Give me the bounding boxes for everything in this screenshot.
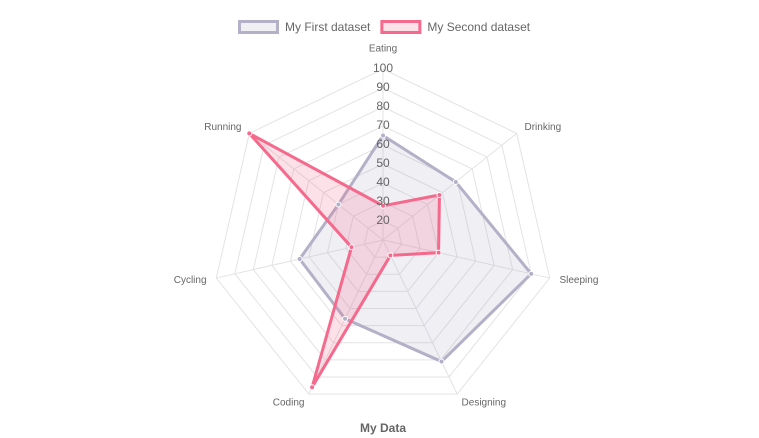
data-point <box>348 244 355 251</box>
data-point <box>436 191 443 198</box>
grid-ring <box>345 201 421 275</box>
legend-label: My Second dataset <box>427 20 530 34</box>
grid-ring <box>326 182 440 292</box>
tick-label: 90 <box>376 80 390 94</box>
data-point <box>296 256 303 263</box>
chart-title: My Data <box>360 421 406 435</box>
tick-label: 80 <box>376 99 390 113</box>
data-point <box>246 130 253 137</box>
tick-label: 70 <box>376 118 390 132</box>
grid-ring <box>271 125 495 344</box>
data-point <box>387 252 394 259</box>
legend-swatch <box>380 20 422 34</box>
point-label: Sleeping <box>559 275 598 286</box>
dataset-area <box>248 132 441 388</box>
grid-ring <box>252 106 514 361</box>
data-point <box>380 132 386 139</box>
tick-label: 20 <box>376 213 390 227</box>
grid-ring <box>234 87 532 378</box>
point-label: Cycling <box>174 275 207 286</box>
point-label: Drinking <box>525 122 562 133</box>
spoke <box>382 239 550 279</box>
tick-label: 40 <box>376 175 390 189</box>
spoke <box>248 132 384 241</box>
grid-ring <box>363 220 403 258</box>
point-label: Designing <box>462 398 506 409</box>
grid-ring <box>308 163 458 309</box>
data-point <box>309 384 316 391</box>
point-label: Coding <box>273 398 305 409</box>
legend-swatch <box>238 20 279 34</box>
tick-label: 60 <box>376 137 390 151</box>
data-point <box>380 202 386 209</box>
legend-label: My First dataset <box>285 20 371 34</box>
grid-ring <box>215 68 551 395</box>
data-point <box>335 201 342 208</box>
point-label: Running <box>204 122 241 133</box>
data-point <box>528 270 535 277</box>
legend: My First dataset My Second dataset <box>238 20 531 34</box>
data-point <box>452 178 459 185</box>
point-label: Eating <box>369 44 397 55</box>
tick-label: 100 <box>373 61 393 75</box>
data-point <box>342 315 349 322</box>
spoke <box>382 239 458 395</box>
tick-label: 30 <box>376 194 390 208</box>
data-point <box>438 358 445 365</box>
data-point <box>435 249 442 256</box>
tick-label: 50 <box>376 156 390 170</box>
spoke <box>382 132 518 241</box>
